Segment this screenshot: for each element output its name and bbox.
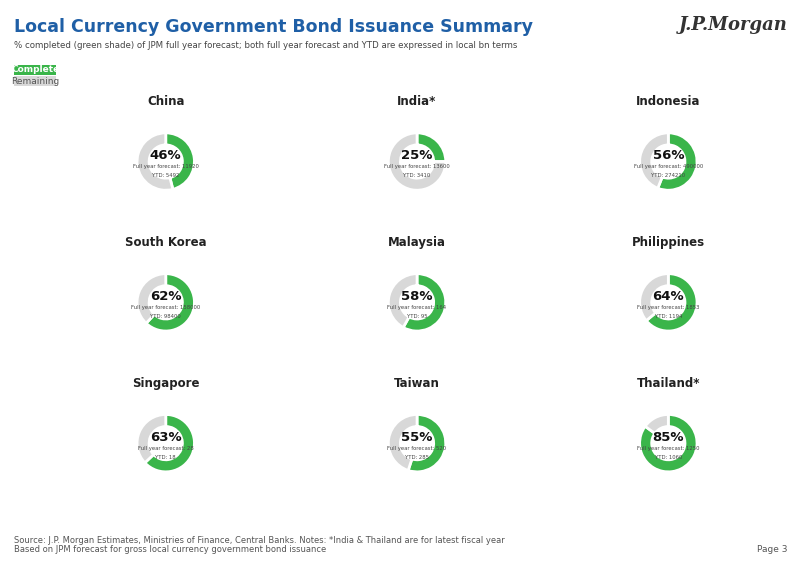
- Text: 56%: 56%: [653, 149, 684, 162]
- Wedge shape: [388, 414, 417, 471]
- Text: Full year forecast: 11920: Full year forecast: 11920: [133, 164, 199, 169]
- Wedge shape: [137, 133, 173, 191]
- Text: Singapore: Singapore: [132, 377, 200, 390]
- Text: YTD: 5492: YTD: 5492: [152, 174, 180, 179]
- Wedge shape: [403, 274, 446, 331]
- Wedge shape: [388, 133, 446, 191]
- Text: YTD: 3410: YTD: 3410: [403, 174, 431, 179]
- Text: Indonesia: Indonesia: [636, 95, 701, 108]
- Text: 58%: 58%: [401, 290, 433, 303]
- Wedge shape: [640, 414, 697, 472]
- Text: YTD: 274210: YTD: 274210: [651, 174, 686, 179]
- Wedge shape: [640, 133, 668, 188]
- Wedge shape: [646, 274, 697, 331]
- Text: Full year forecast: 490000: Full year forecast: 490000: [634, 164, 703, 169]
- Wedge shape: [658, 133, 697, 191]
- Text: YTD: 285: YTD: 285: [405, 455, 429, 460]
- Text: India*: India*: [397, 95, 437, 108]
- Text: Taiwan: Taiwan: [394, 377, 440, 390]
- Text: Full year forecast: 158000: Full year forecast: 158000: [131, 305, 200, 310]
- Text: 46%: 46%: [150, 149, 181, 162]
- Text: Source: J.P. Morgan Estimates, Ministries of Finance, Central Banks. Notes: *Ind: Source: J.P. Morgan Estimates, Ministrie…: [14, 536, 505, 545]
- Text: % completed (green shade) of JPM full year forecast; both full year forecast and: % completed (green shade) of JPM full ye…: [14, 41, 518, 50]
- Wedge shape: [640, 274, 668, 321]
- Wedge shape: [137, 414, 166, 463]
- Wedge shape: [417, 133, 446, 162]
- Wedge shape: [137, 274, 166, 323]
- Text: Full year forecast: 164: Full year forecast: 164: [387, 305, 447, 310]
- Text: China: China: [147, 95, 184, 108]
- Wedge shape: [146, 274, 194, 331]
- Text: Thailand*: Thailand*: [637, 377, 700, 390]
- Wedge shape: [645, 414, 668, 433]
- Wedge shape: [388, 274, 417, 328]
- Text: Full year forecast: 1853: Full year forecast: 1853: [637, 305, 699, 310]
- Text: YTD: 98400: YTD: 98400: [150, 314, 181, 319]
- Text: South Korea: South Korea: [125, 236, 207, 249]
- Text: Full year forecast: 28: Full year forecast: 28: [138, 446, 193, 451]
- Text: Full year forecast: 520: Full year forecast: 520: [387, 446, 447, 451]
- Text: 62%: 62%: [150, 290, 181, 303]
- Text: Based on JPM forecast for gross local currency government bond issuance: Based on JPM forecast for gross local cu…: [14, 545, 326, 555]
- Text: YTD: 1060: YTD: 1060: [654, 455, 682, 460]
- Text: YTD: 18: YTD: 18: [156, 455, 176, 460]
- Text: Complete: Complete: [11, 65, 59, 74]
- Text: Full year forecast: 1250: Full year forecast: 1250: [637, 446, 699, 451]
- Wedge shape: [166, 133, 194, 189]
- Wedge shape: [145, 414, 194, 472]
- Text: 63%: 63%: [150, 431, 181, 444]
- Text: 55%: 55%: [401, 431, 433, 444]
- Text: YTD: 1194: YTD: 1194: [654, 314, 682, 319]
- Wedge shape: [408, 414, 446, 472]
- Text: Philippines: Philippines: [632, 236, 705, 249]
- Text: Page 3: Page 3: [757, 545, 788, 555]
- Text: J.P.Morgan: J.P.Morgan: [678, 16, 788, 34]
- Text: 64%: 64%: [653, 290, 684, 303]
- Text: 25%: 25%: [401, 149, 433, 162]
- Text: Local Currency Government Bond Issuance Summary: Local Currency Government Bond Issuance …: [14, 18, 533, 36]
- Text: YTD: 95: YTD: 95: [407, 314, 427, 319]
- Text: 85%: 85%: [653, 431, 684, 444]
- Text: Full year forecast: 13600: Full year forecast: 13600: [384, 164, 450, 169]
- Text: Malaysia: Malaysia: [388, 236, 446, 249]
- Text: Remaining: Remaining: [11, 77, 59, 86]
